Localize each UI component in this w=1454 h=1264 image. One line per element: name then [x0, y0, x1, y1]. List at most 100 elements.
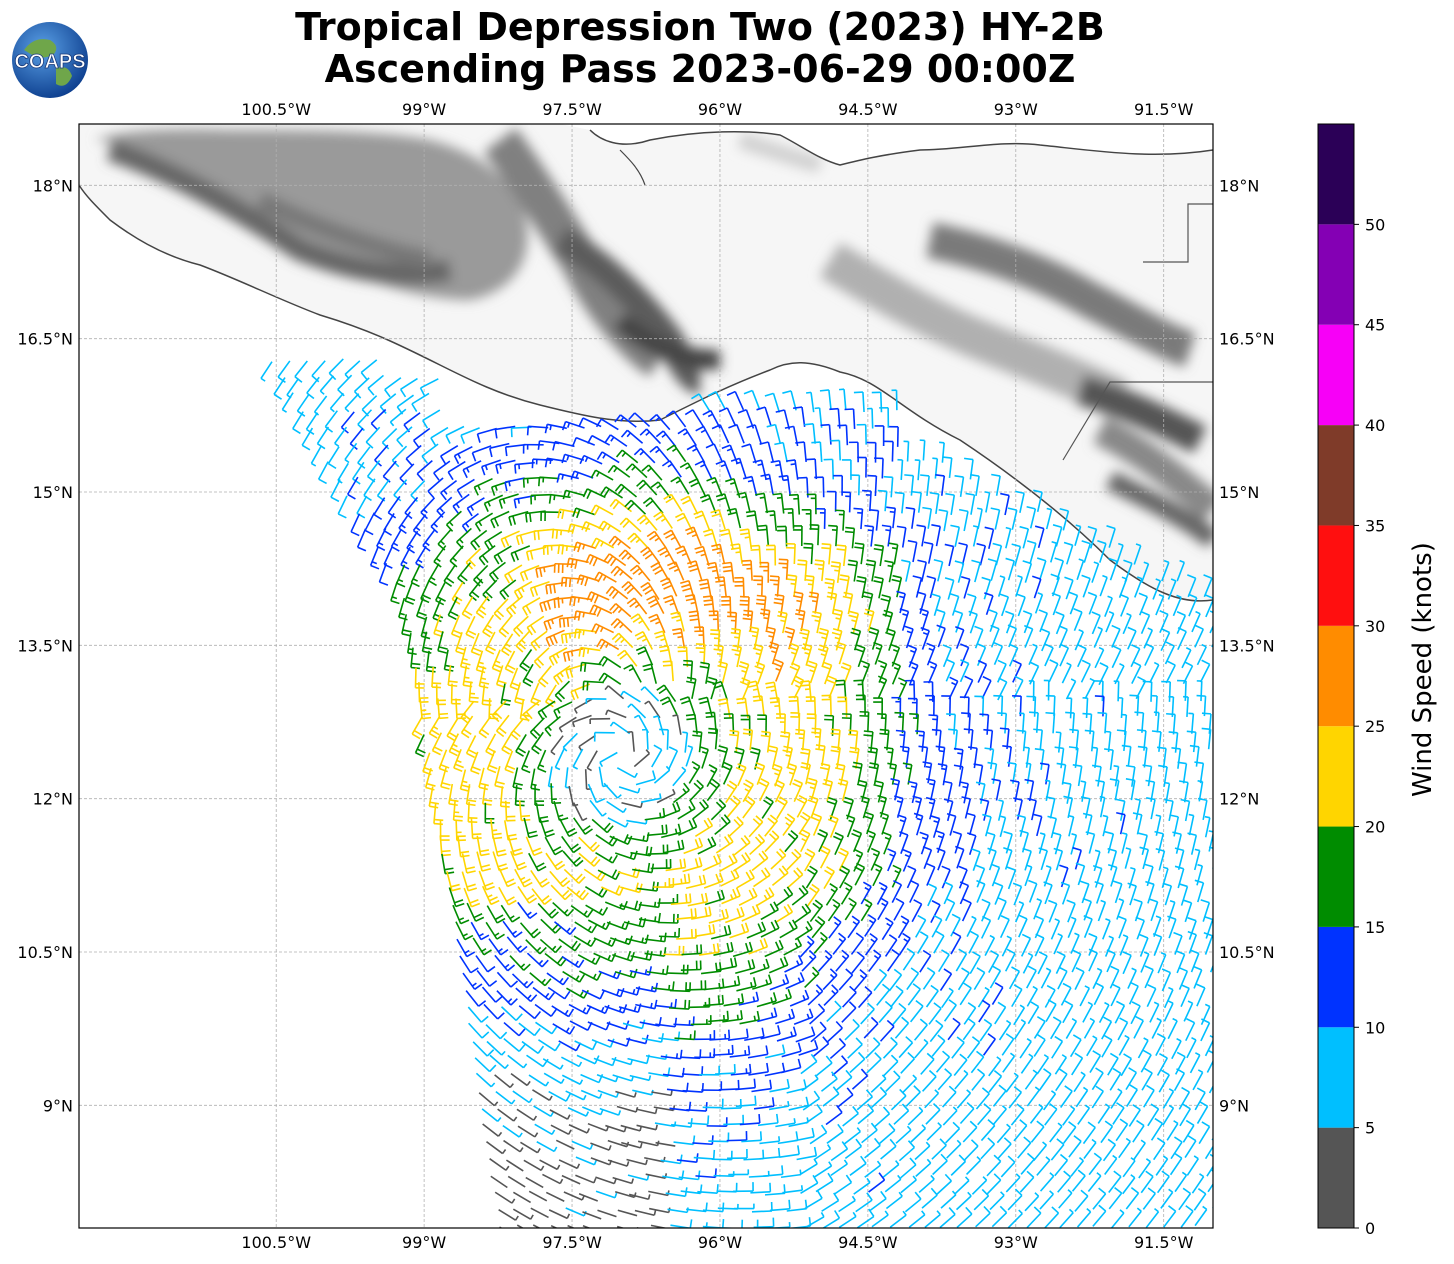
wind-barb [399, 463, 415, 486]
wind-barb [874, 425, 885, 446]
wind-barb [804, 423, 816, 444]
wind-barb [481, 459, 501, 476]
wind-barb [806, 458, 818, 480]
wind-barb [526, 425, 549, 436]
wind-barb [830, 439, 841, 461]
wind-barb [352, 461, 365, 485]
wind-barb [317, 461, 329, 485]
wind-barb [857, 456, 868, 478]
wind-barb [561, 453, 585, 464]
wind-barb [363, 478, 376, 502]
wind-barb [942, 456, 953, 478]
wind-barb [356, 495, 368, 519]
wind-barb [405, 444, 422, 466]
wind-barb [572, 436, 596, 447]
wind-barb [728, 423, 745, 444]
wind-barb [277, 360, 291, 384]
wind-barb [466, 497, 485, 517]
wind-barb [260, 361, 273, 382]
colorbar-tick-label: 10 [1365, 1018, 1385, 1037]
wind-barb [346, 476, 359, 500]
wind-barb [337, 495, 348, 519]
wind-barb [389, 408, 407, 427]
colorbar-segment [1318, 926, 1354, 1028]
wind-barb [360, 359, 378, 380]
wind-barb [707, 390, 727, 410]
wind-barb [367, 374, 384, 396]
wind-barb [337, 374, 353, 397]
wind-barb [684, 409, 705, 428]
wind-barb [422, 409, 441, 429]
wind-barb [391, 445, 408, 468]
wind-barb [715, 460, 733, 480]
wind-barb [436, 496, 453, 518]
wind-barb [879, 406, 890, 428]
wind-barb [504, 477, 525, 492]
terrain-layer [79, 124, 1213, 1228]
wind-barb [399, 377, 418, 398]
wind-barb [686, 444, 706, 464]
wind-barb [373, 497, 386, 521]
wind-barb [570, 470, 594, 480]
wind-barb [419, 378, 439, 397]
wind-barb [891, 389, 898, 411]
colorbar-segments [1318, 124, 1354, 1228]
wind-barb [498, 493, 519, 509]
wind-barb [330, 479, 341, 503]
wind-barb [775, 409, 791, 430]
wind-barb [841, 459, 852, 480]
wind-barb [752, 459, 767, 480]
wind-barb [427, 477, 444, 499]
wind-barb [694, 460, 713, 480]
wind-barb [370, 408, 387, 431]
wind-barb [379, 393, 397, 414]
wind-barb [939, 441, 945, 463]
wind-barb [561, 420, 585, 431]
wind-barb [963, 457, 974, 480]
wind-barb [453, 446, 473, 465]
wind-barb [743, 389, 761, 410]
wind-barb [856, 423, 867, 445]
wind-barb [411, 392, 430, 412]
colorbar-segment [1318, 1127, 1354, 1228]
wind-barb [871, 391, 883, 413]
wind-barb [874, 457, 884, 479]
wind-barb [460, 427, 480, 444]
wind-barb [292, 411, 304, 435]
wind-barb [595, 418, 619, 431]
map-title-line1: Tropical Depression Two (2023) HY-2B [295, 5, 1105, 49]
wind-barb [677, 428, 697, 447]
wind-barb [514, 461, 535, 474]
wind-barb [311, 360, 326, 383]
wind-barb [741, 443, 757, 464]
wind-barb [759, 441, 774, 462]
wind-barb [473, 477, 493, 496]
wind-barb [495, 459, 516, 474]
wind-barb [440, 445, 459, 465]
wind-barb [823, 458, 835, 480]
wind-barb [853, 391, 865, 413]
wind-barb [548, 493, 571, 504]
wind-barb [421, 443, 439, 464]
colorbar-segment [1318, 124, 1354, 225]
wind-barb [384, 377, 402, 398]
wind-barb [620, 429, 644, 444]
wind-barb [721, 444, 739, 465]
wind-barb [522, 443, 544, 454]
colorbar-segment [1318, 425, 1354, 526]
colorbar-tick-label: 0 [1365, 1219, 1375, 1238]
wind-barb [782, 390, 797, 411]
wind-barb [357, 409, 373, 432]
wind-barb [456, 478, 475, 499]
wind-barb [489, 442, 510, 458]
wind-barb [679, 462, 699, 481]
wind-barb [774, 441, 788, 463]
wind-barb [562, 489, 586, 500]
wind-barb [556, 473, 579, 483]
wind-barb [476, 427, 497, 443]
wind-barb [764, 392, 781, 413]
colorbar-tick-label: 35 [1365, 516, 1385, 535]
wind-barb [430, 426, 449, 447]
wind-barb [711, 424, 730, 444]
